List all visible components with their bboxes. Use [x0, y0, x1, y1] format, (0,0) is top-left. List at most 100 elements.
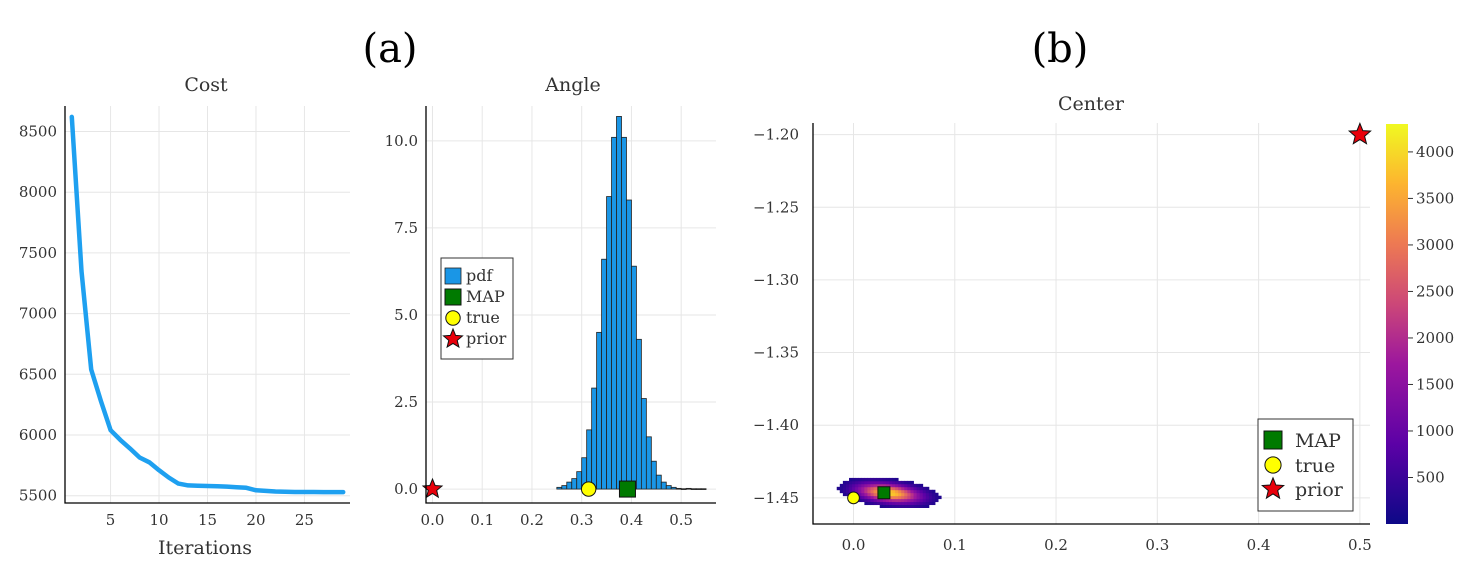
angle-ytick: 2.5: [394, 393, 418, 411]
heatmap-cell: [928, 495, 933, 500]
heatmap-cell: [855, 486, 859, 491]
heatmap-cell: [864, 495, 868, 500]
heatmap-cell: [845, 486, 850, 491]
heatmap-cell: [913, 501, 917, 506]
heatmap-cell: [892, 489, 896, 494]
heatmap-cell: [898, 489, 902, 494]
histogram-bar: [626, 199, 632, 490]
colorbar-tick: 4000: [1416, 143, 1454, 161]
angle-xtick: 0.0: [421, 511, 445, 529]
histogram-bar: [601, 258, 607, 490]
cost-axes: [64, 106, 350, 504]
heatmap-cell: [855, 480, 859, 485]
legend-true-icon: [445, 310, 461, 326]
heatmap-cell: [898, 486, 902, 491]
angle-ytick: 0.0: [394, 480, 418, 498]
legend-pdf-swatch: [444, 267, 462, 285]
heatmap-cell: [892, 495, 896, 500]
heatmap-cell: [852, 477, 856, 482]
heatmap-cell: [910, 480, 914, 485]
heatmap-cell: [892, 483, 896, 488]
heatmap-cell: [876, 477, 881, 482]
heatmap-cell: [845, 483, 850, 488]
center-xtick: 0.5: [1348, 536, 1372, 554]
heatmap-cell: [864, 480, 868, 485]
legend-label-true: true: [466, 308, 500, 327]
heatmap-cell: [910, 501, 914, 506]
heatmap-cell: [888, 495, 893, 500]
heatmap-cell: [858, 489, 862, 494]
histogram-bar: [655, 474, 662, 490]
heatmap-cell: [913, 486, 917, 491]
heatmap-cell: [870, 477, 874, 482]
heatmap-cell: [845, 492, 850, 497]
cost-ytick: 5500: [19, 487, 57, 505]
heatmap-cell: [876, 480, 881, 485]
heatmap-cell: [892, 501, 896, 506]
heatmap-cell: [864, 489, 868, 494]
histogram-bar: [596, 331, 602, 490]
heatmap-cell: [888, 486, 893, 491]
heatmap-cell: [916, 504, 921, 508]
angle-marker-map: [618, 480, 636, 498]
heatmap-cell: [898, 483, 902, 488]
heatmap-cell: [901, 504, 905, 508]
heatmap-cell: [861, 492, 865, 497]
heatmap-cell: [913, 483, 917, 488]
heatmap-cell: [916, 492, 921, 497]
heatmap-cell: [864, 498, 868, 503]
heatmap-cell: [888, 489, 893, 494]
legend-prior-icon: [1261, 476, 1285, 500]
center-ytick: −1.20: [753, 126, 799, 144]
heatmap-cell: [922, 495, 927, 500]
heatmap-cell: [855, 477, 859, 482]
heatmap-cell: [892, 498, 896, 503]
heatmap-cell: [849, 489, 853, 494]
heatmap-cell: [907, 501, 911, 506]
cost-line: [69, 114, 346, 495]
heatmap-cell: [867, 498, 871, 503]
heatmap-cell: [895, 498, 899, 503]
heatmap-cell: [904, 486, 908, 491]
heatmap-cell: [925, 501, 930, 506]
heatmap-cell: [864, 486, 868, 491]
heatmap-cell: [864, 492, 868, 497]
heatmap-cell: [849, 477, 853, 482]
heatmap-cell: [907, 480, 911, 485]
center-ytick: −1.25: [753, 198, 799, 216]
heatmap-cell: [904, 495, 908, 500]
center-title: Center: [1058, 93, 1125, 115]
heatmap-cell: [919, 492, 924, 497]
heatmap-cell: [901, 480, 905, 485]
angle-ytick: 7.5: [394, 219, 418, 237]
heatmap-cell: [898, 504, 902, 508]
heatmap-cell: [858, 483, 862, 488]
heatmap-cell: [888, 492, 893, 497]
heatmap-cell: [836, 486, 841, 491]
legend-label-pdf: pdf: [466, 266, 493, 285]
heatmap-cell: [901, 483, 905, 488]
heatmap-cell: [907, 498, 911, 503]
heatmap-cell: [907, 495, 911, 500]
histogram-bar: [571, 478, 578, 490]
cost-xtick: 20: [246, 511, 265, 529]
heatmap-cell: [916, 501, 921, 506]
angle-xtick: 0.5: [669, 511, 693, 529]
heatmap-cell: [931, 489, 936, 494]
heatmap-cell: [919, 498, 924, 503]
colorbar-tick: 1500: [1416, 375, 1454, 393]
histogram-bar: [611, 136, 617, 490]
heatmap-cell: [888, 480, 893, 485]
heatmap-cell: [849, 483, 853, 488]
angle-xtick: 0.1: [470, 511, 494, 529]
heatmap-cell: [849, 480, 853, 485]
histogram-bar: [680, 488, 687, 490]
heatmap-cell: [907, 492, 911, 497]
heatmap-cell: [870, 495, 874, 500]
heatmap-cell: [852, 489, 856, 494]
heatmap-cell: [910, 486, 914, 491]
histogram-bar: [660, 481, 667, 490]
heatmap-cell: [895, 483, 899, 488]
angle-xtick: 0.2: [520, 511, 544, 529]
